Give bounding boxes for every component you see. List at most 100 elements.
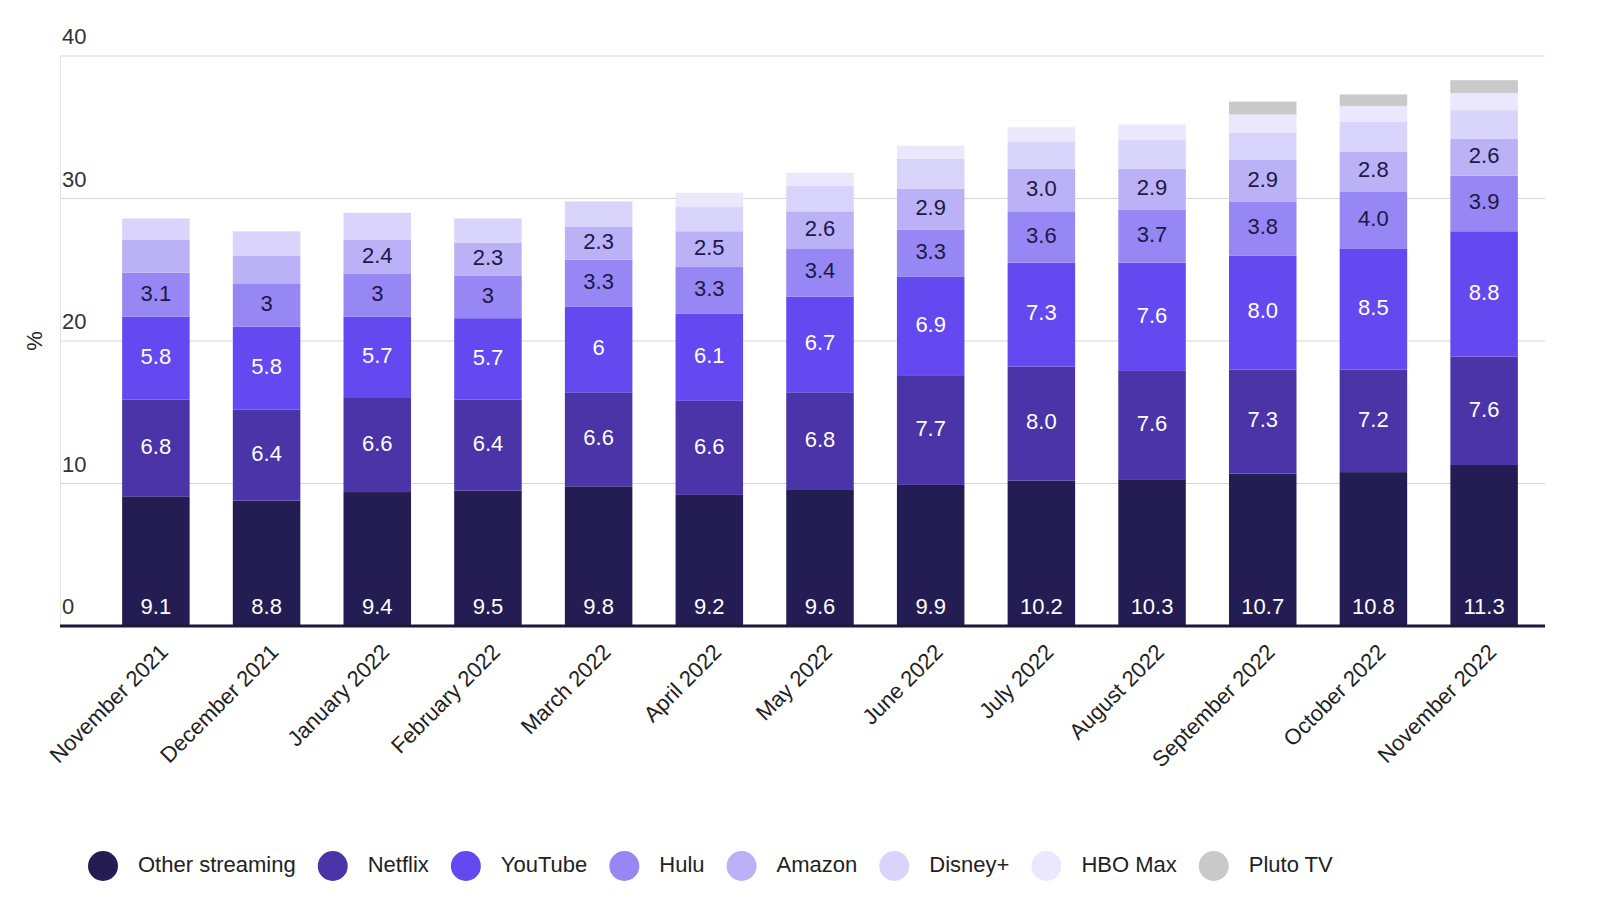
data-label: 3.6 (1026, 223, 1057, 248)
x-tick: January 2022 (282, 626, 394, 751)
bar-segment (676, 495, 744, 626)
data-label: 9.4 (362, 594, 393, 619)
x-tick-label: November 2022 (1373, 639, 1501, 767)
x-tick-label: November 2021 (45, 639, 173, 767)
data-label: 2.9 (915, 195, 946, 220)
bar-segment (454, 399, 522, 490)
bar-segment (786, 186, 854, 212)
data-label: 5.7 (473, 345, 504, 370)
data-label: 2.6 (1469, 143, 1500, 168)
legend-label: Hulu (659, 852, 704, 877)
bar-segment (1118, 479, 1186, 626)
data-label: 3.3 (694, 276, 725, 301)
bar-segment (1340, 370, 1408, 473)
x-tick: March 2022 (516, 626, 616, 739)
y-axis: 0 10 20 30 40 (60, 24, 86, 626)
legend-label: Netflix (368, 852, 429, 877)
x-tick-label: December 2021 (155, 639, 283, 767)
data-label: 10.3 (1131, 594, 1174, 619)
bar-segment (344, 492, 412, 626)
bar-segment (897, 375, 965, 485)
grid (60, 56, 1545, 626)
data-label: 5.8 (141, 344, 172, 369)
y-tick-label: 0 (62, 594, 74, 619)
data-label: 2.8 (1358, 157, 1389, 182)
bar-segment (1118, 210, 1186, 263)
x-tick-label: March 2022 (516, 639, 616, 739)
x-tick-label: April 2022 (639, 639, 727, 727)
bar-segment (565, 392, 633, 486)
bar-segment (565, 260, 633, 307)
bar-segment (676, 231, 744, 267)
bar-segment (676, 193, 744, 207)
series-bars (122, 176, 1518, 327)
bar-segment (1229, 370, 1297, 474)
bar-segment (897, 159, 965, 189)
y-tick: 20 (60, 309, 86, 341)
bar-segment (1118, 169, 1186, 210)
x-tick: May 2022 (751, 626, 837, 725)
legend-swatch (727, 851, 757, 881)
bar-segment (676, 401, 744, 495)
y-axis-line (60, 57, 61, 627)
bar-segment (1450, 465, 1518, 626)
data-label: 6.8 (141, 434, 172, 459)
bar-segment (565, 201, 633, 227)
bar-segment (786, 211, 854, 248)
x-tick: November 2021 (45, 626, 173, 768)
bar-segment (233, 256, 301, 285)
series-bars (122, 231, 1518, 409)
grid-line (60, 626, 1545, 627)
bar-segment (1450, 357, 1518, 465)
bar-segment (676, 314, 744, 401)
bar-segment (786, 173, 854, 186)
bar-segment (1118, 140, 1186, 169)
legend-item: Hulu (609, 851, 704, 881)
data-label: 9.6 (805, 594, 836, 619)
bar-segment (233, 231, 301, 255)
bar-segment (122, 240, 190, 273)
x-tick: August 2022 (1064, 626, 1169, 744)
x-tick-label: June 2022 (857, 639, 947, 729)
bar-segment (1118, 263, 1186, 371)
y-tick: 30 (60, 167, 86, 199)
data-label: 8.8 (1469, 280, 1500, 305)
bar-segment (1229, 474, 1297, 626)
bar-segment (1340, 106, 1408, 122)
data-label: 2.5 (694, 235, 725, 260)
legend-swatch (1031, 851, 1061, 881)
x-axis-line (60, 625, 1545, 628)
bar-segment (786, 392, 854, 489)
bar-segment (1229, 102, 1297, 115)
data-label: 3.0 (1026, 176, 1057, 201)
bar-segment (897, 485, 965, 626)
x-tick: April 2022 (639, 626, 727, 727)
x-tick: November 2022 (1373, 626, 1501, 768)
bar-segment (1008, 127, 1076, 141)
y-tick: 10 (60, 452, 86, 484)
x-tick-label: July 2022 (974, 639, 1058, 723)
y-tick: 40 (60, 24, 86, 56)
bar-segment (1340, 248, 1408, 369)
x-tick-label: January 2022 (282, 639, 394, 751)
data-label: 10.8 (1352, 594, 1395, 619)
legend-label: HBO Max (1081, 852, 1176, 877)
data-label: 7.7 (915, 416, 946, 441)
bar-segment (122, 317, 190, 400)
data-label: 5.8 (251, 354, 282, 379)
bar-segment (786, 248, 854, 296)
bar-segment (1008, 367, 1076, 481)
bar-segment (1008, 142, 1076, 169)
bar-segment (1450, 176, 1518, 232)
bar-segment (1008, 169, 1076, 212)
bar-segment (233, 284, 301, 327)
legend-swatch (88, 851, 118, 881)
data-label: 2.6 (805, 216, 836, 241)
data-label: 6.7 (805, 330, 836, 355)
x-axis: November 2021December 2021January 2022Fe… (45, 626, 1545, 772)
bar-segment (676, 267, 744, 314)
series-bars (122, 110, 1518, 255)
series-bars (1229, 80, 1518, 114)
data-label: 3.4 (805, 258, 836, 283)
legend-item: Amazon (727, 851, 858, 881)
